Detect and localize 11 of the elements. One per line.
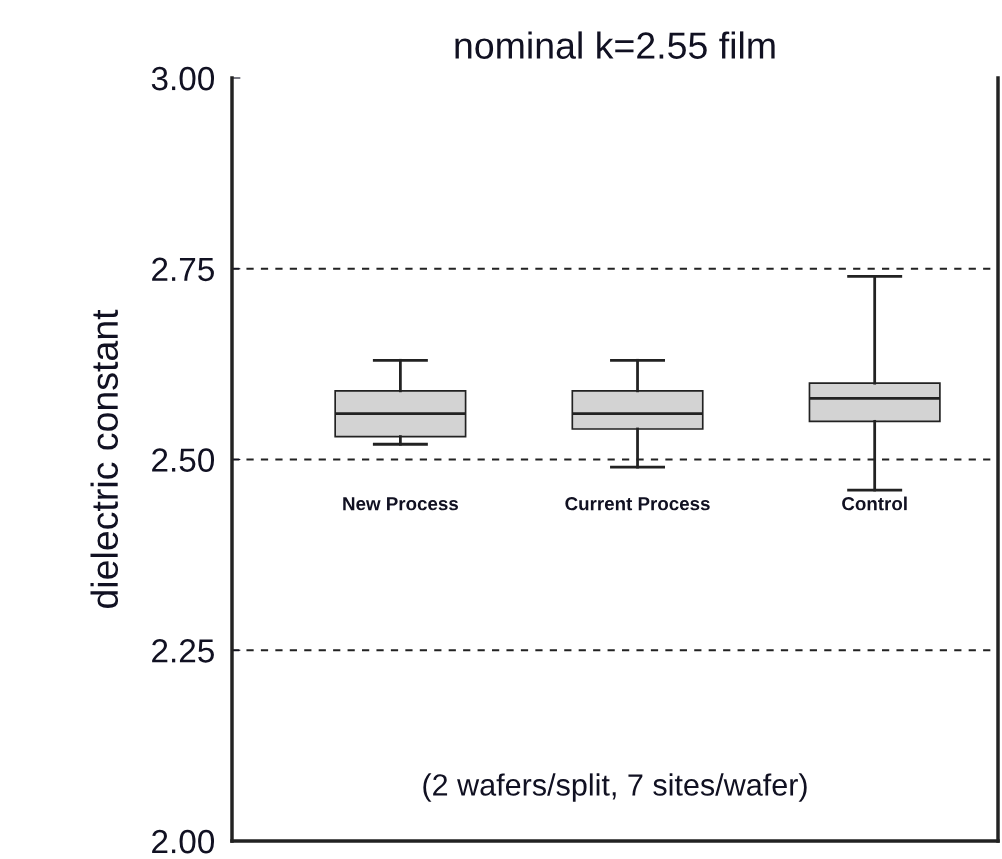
x-tick-label: Current Process: [565, 497, 710, 511]
annotation: (2 wafers/split, 7 sites/wafer): [423, 773, 807, 802]
y-tick-label: 2.25: [152, 639, 214, 663]
x-tick-label: New Process: [343, 497, 458, 511]
x-tick-label: Control: [842, 496, 907, 511]
y-tick-label: 2.75: [152, 257, 214, 282]
y-tick-label: 2.00: [152, 829, 215, 854]
chart-title: nominal k=2.55 film: [455, 31, 775, 59]
y-tick-label: 3.00: [151, 66, 215, 91]
y-axis-title: dielectric constant: [90, 309, 119, 608]
y-tick-label: 2.50: [152, 448, 215, 472]
